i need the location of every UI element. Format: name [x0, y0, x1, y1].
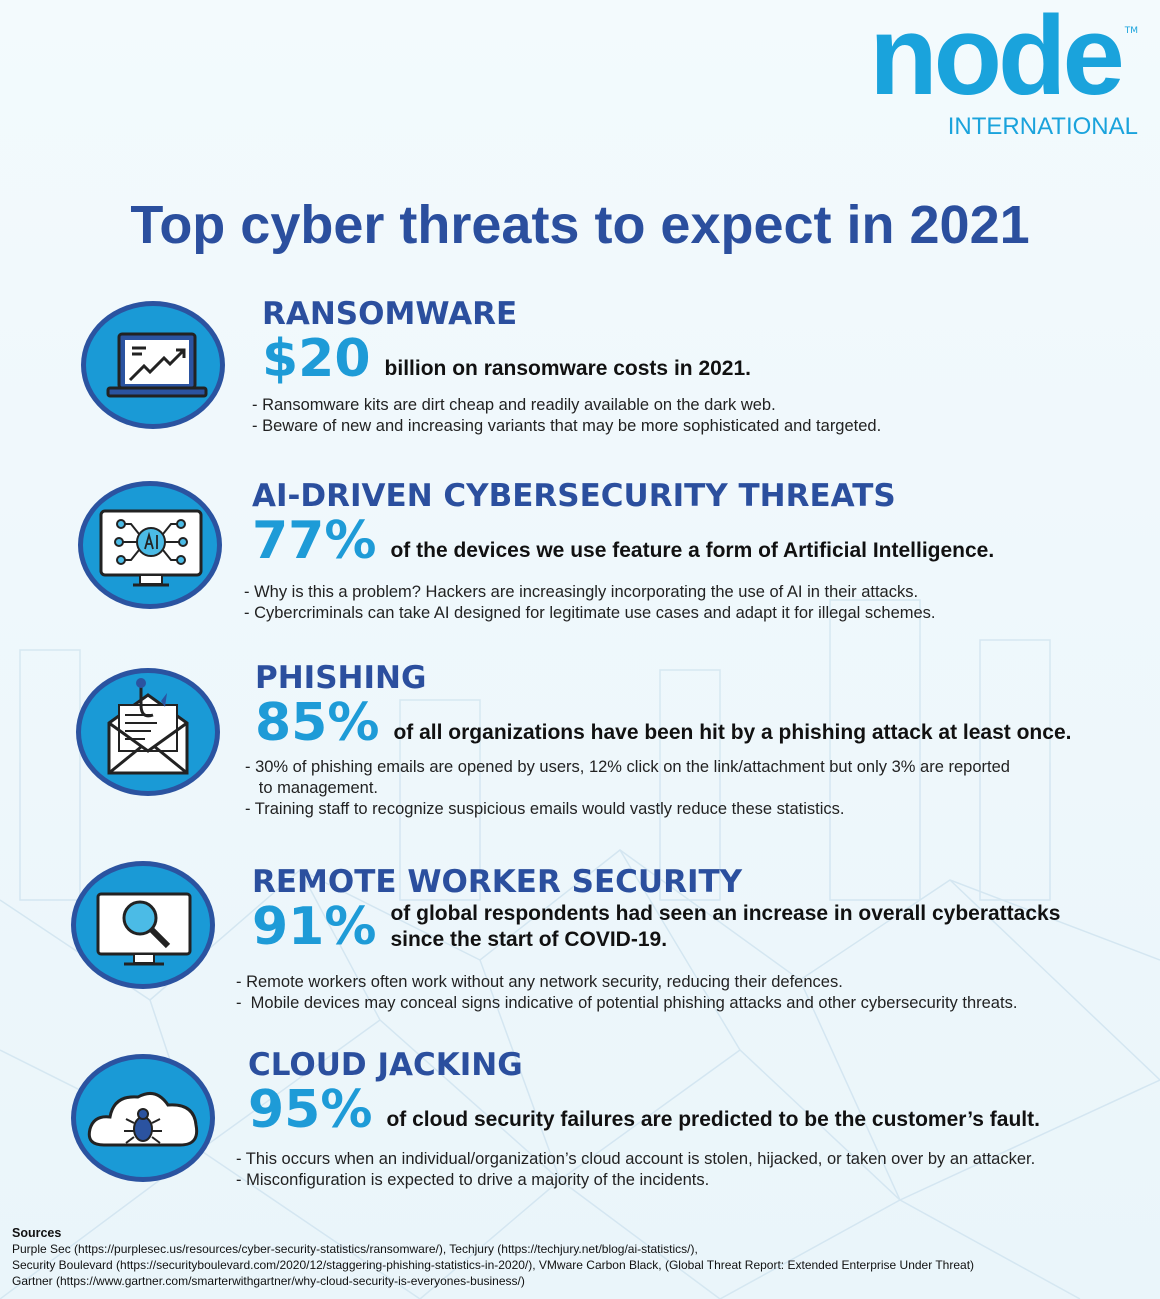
stat-value: 77% [252, 511, 377, 571]
ai-monitor-icon [78, 481, 222, 609]
trademark: TM [1124, 26, 1138, 36]
source-line: Security Boulevard (https://securityboul… [12, 1258, 975, 1272]
stat-description: of cloud security failures are predicted… [386, 1108, 1040, 1131]
bullet: - Ransomware kits are dirt cheap and rea… [252, 396, 776, 414]
node-international-logo: node TM INTERNATIONAL [869, 0, 1138, 140]
page-title: Top cyber threats to expect in 2021 [130, 195, 1030, 255]
source-line: Purple Sec (https://purplesec.us/resourc… [12, 1242, 698, 1256]
sources-label: Sources [12, 1226, 62, 1240]
stat-description: of global respondents had seen an increa… [390, 901, 1060, 953]
monitor-magnifier-icon [71, 861, 215, 989]
stat-value: 95% [248, 1080, 373, 1140]
section-heading: PHISHING [255, 660, 427, 696]
bullet: - Training staff to recognize suspicious… [245, 800, 845, 818]
bullet: - This occurs when an individual/organiz… [236, 1150, 1036, 1168]
bullet: - Why is this a problem? Hackers are inc… [244, 583, 919, 601]
stat-description: billion on ransomware costs in 2021. [384, 357, 751, 380]
laptop-chart-icon [81, 301, 225, 429]
bullet: - Beware of new and increasing variants … [252, 417, 882, 435]
bullet: - Cybercriminals can take AI designed fo… [244, 604, 936, 622]
stat-description-line: since the start of COVID-19. [390, 928, 668, 951]
bullet: - 30% of phishing emails are opened by u… [245, 758, 1010, 776]
sources: Sources Purple Sec (https://purplesec.us… [12, 1225, 974, 1289]
bullet: - Mobile devices may conceal signs indic… [236, 994, 1018, 1012]
bullet: - Remote workers often work without any … [236, 973, 843, 991]
stat-value: 85% [255, 693, 380, 753]
phishing-envelope-icon [76, 668, 220, 796]
cloud-bug-icon [71, 1054, 215, 1182]
stat-description-line: of global respondents had seen an increa… [390, 902, 1061, 925]
logo-wordmark: node TM [869, 0, 1138, 118]
bullet: to management. [245, 779, 378, 797]
bullet: - Misconfiguration is expected to drive … [236, 1171, 710, 1189]
section-heading: RANSOMWARE [262, 296, 518, 332]
source-line: Gartner (https://www.gartner.com/smarter… [12, 1274, 525, 1288]
stat-value: 91% [252, 897, 377, 957]
section-heading: REMOTE WORKER SECURITY [252, 864, 743, 900]
stat-description: of all organizations have been hit by a … [393, 721, 1072, 744]
logo-subtitle: INTERNATIONAL [947, 113, 1138, 140]
section-heading: CLOUD JACKING [248, 1047, 523, 1083]
stat-description: of the devices we use feature a form of … [390, 539, 995, 562]
logo-word: node [869, 0, 1125, 118]
section-heading: AI-DRIVEN CYBERSECURITY THREATS [252, 478, 896, 514]
stat-value: $20 [262, 329, 371, 389]
